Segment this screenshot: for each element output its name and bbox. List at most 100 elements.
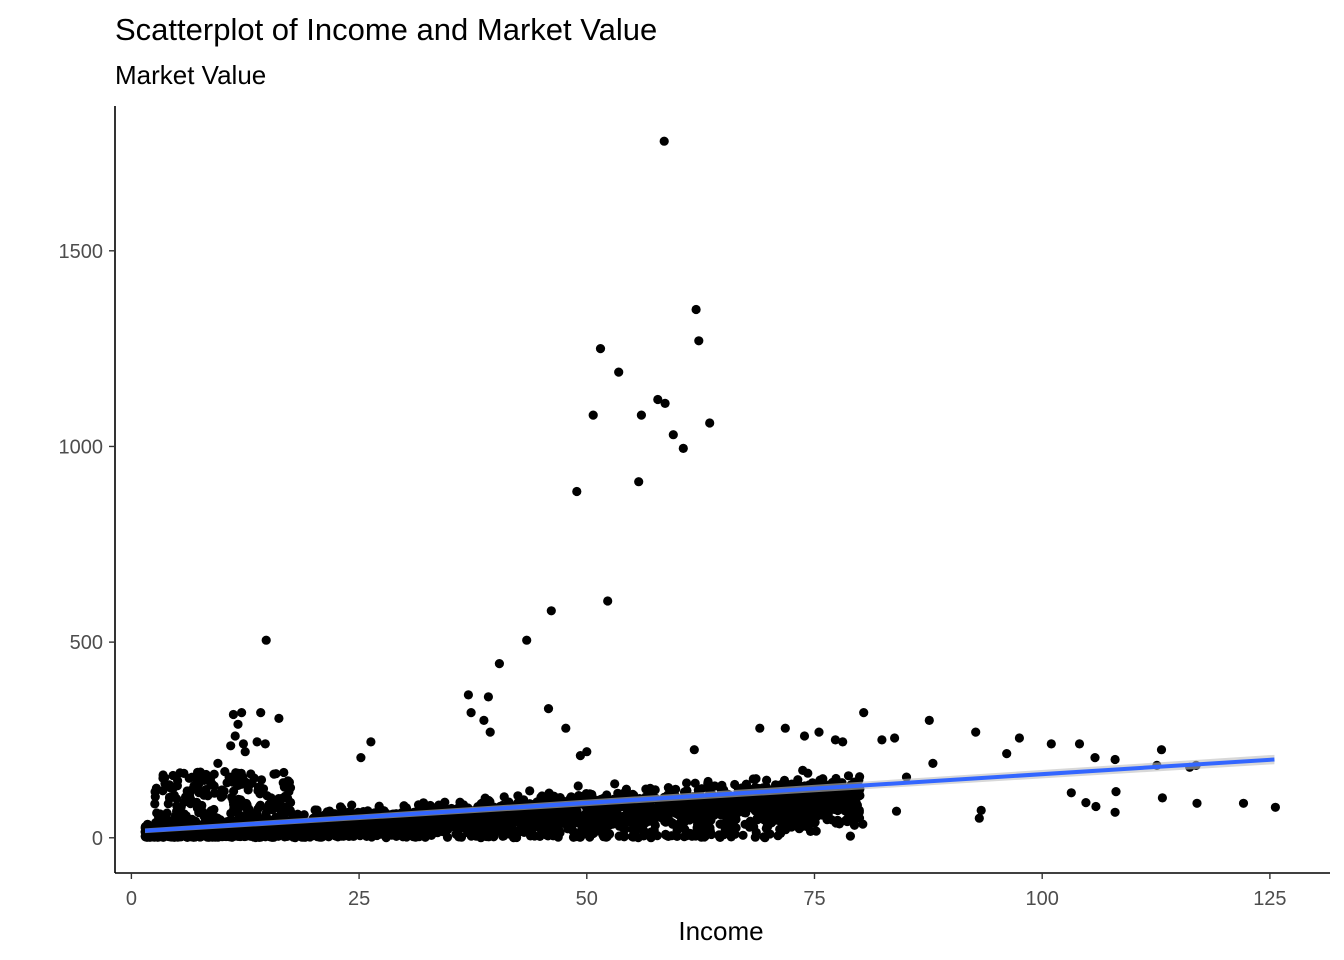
data-point: [1270, 802, 1280, 812]
x-tick-label: 100: [1026, 888, 1059, 910]
data-point: [838, 737, 848, 747]
data-point: [179, 768, 189, 779]
data-point: [614, 821, 625, 831]
data-point: [614, 831, 624, 841]
data-point: [613, 788, 623, 798]
data-point: [272, 796, 282, 806]
data-point: [818, 809, 829, 819]
data-point: [347, 829, 357, 839]
x-tick-label: 75: [803, 888, 825, 910]
data-point: [237, 708, 247, 718]
data-point: [499, 831, 509, 841]
data-point: [1111, 787, 1121, 797]
data-point: [976, 805, 986, 816]
data-point: [677, 801, 687, 811]
data-point: [170, 830, 180, 840]
data-point: [220, 830, 230, 840]
data-point: [682, 831, 692, 841]
data-point: [180, 792, 191, 802]
data-point: [830, 735, 841, 745]
data-point: [804, 804, 814, 814]
data-point: [299, 810, 309, 820]
data-point: [541, 830, 551, 840]
fit-layer: [144, 754, 1275, 834]
data-point: [451, 814, 461, 824]
data-point: [890, 733, 900, 743]
data-point: [466, 708, 476, 718]
data-point: [741, 808, 751, 818]
data-point: [1081, 798, 1091, 808]
data-point: [544, 788, 554, 798]
data-point: [488, 823, 498, 833]
data-point: [187, 772, 197, 782]
data-point: [794, 802, 804, 813]
data-point: [171, 814, 181, 824]
data-point: [678, 443, 688, 453]
x-tick-label: 25: [348, 888, 370, 910]
data-point: [455, 797, 465, 807]
data-point: [207, 831, 218, 841]
y-tick-label: 1000: [59, 436, 104, 458]
data-point: [381, 833, 391, 843]
data-point: [206, 806, 216, 816]
data-point: [235, 775, 245, 785]
data-point: [598, 805, 608, 815]
data-point: [877, 735, 887, 745]
data-point: [312, 832, 323, 842]
data-point: [1002, 749, 1012, 759]
data-point: [489, 832, 499, 842]
data-point: [787, 819, 797, 829]
data-point: [691, 304, 701, 315]
data-point: [1091, 801, 1101, 812]
data-point: [322, 807, 332, 817]
data-point: [229, 803, 239, 814]
data-point: [859, 708, 869, 718]
data-point: [730, 829, 740, 839]
data-point: [254, 813, 264, 823]
data-point: [693, 808, 703, 818]
data-point: [662, 801, 672, 812]
data-point: [525, 786, 535, 796]
data-point: [235, 795, 246, 805]
data-point: [279, 767, 289, 778]
chart-subtitle: Market Value: [115, 60, 266, 90]
data-point: [522, 635, 532, 645]
data-point: [814, 727, 824, 737]
data-point: [854, 805, 864, 815]
data-point: [582, 747, 592, 757]
data-point: [858, 819, 868, 829]
data-point: [1066, 788, 1076, 798]
data-point: [242, 812, 252, 822]
data-point: [458, 816, 468, 826]
data-point: [283, 776, 293, 786]
data-point: [485, 727, 495, 737]
data-point: [682, 785, 692, 796]
data-point: [667, 786, 677, 796]
data-point: [682, 809, 693, 819]
data-point: [421, 816, 431, 826]
data-point: [543, 704, 554, 714]
data-point: [466, 831, 476, 841]
data-point: [267, 830, 278, 840]
x-tick-label: 0: [126, 888, 137, 910]
data-point: [345, 821, 355, 831]
data-point: [366, 737, 376, 747]
data-point: [540, 816, 550, 826]
regression-line: [144, 757, 1275, 833]
data-point: [246, 769, 256, 779]
data-point: [1238, 798, 1249, 808]
data-point: [834, 799, 844, 810]
data-point: [463, 690, 473, 700]
data-point: [226, 741, 236, 751]
data-point: [570, 829, 580, 840]
data-point: [230, 731, 240, 741]
data-point: [755, 723, 765, 733]
data-point: [310, 805, 320, 815]
data-point: [821, 796, 831, 806]
data-point: [363, 828, 373, 838]
data-point: [587, 815, 597, 825]
data-point: [537, 791, 547, 801]
data-point: [391, 831, 401, 841]
data-point: [297, 832, 307, 842]
